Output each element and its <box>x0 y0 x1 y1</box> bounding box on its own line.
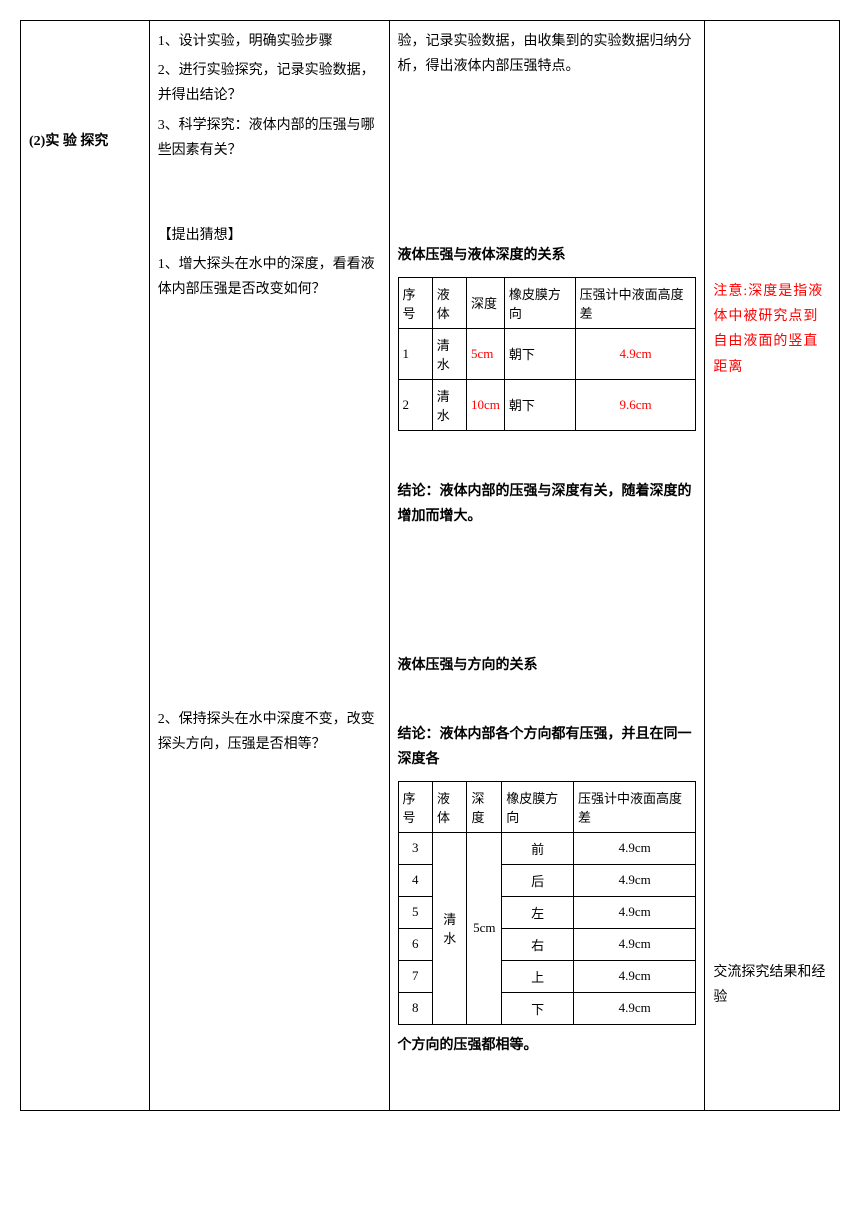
spacer <box>158 667 381 707</box>
th-no: 序号 <box>398 781 432 832</box>
col1-cell: (2)实 验 探究 <box>21 21 150 1111</box>
cell-depth: 5cm <box>466 328 504 379</box>
cell-no: 6 <box>398 928 432 960</box>
hypothesis-label: 【提出猜想】 <box>158 223 381 248</box>
spacer <box>398 439 697 479</box>
spacer <box>158 307 381 427</box>
table-header-row: 序号 液体 深度 橡皮膜方向 压强计中液面高度差 <box>398 781 696 832</box>
spacer <box>398 1062 697 1102</box>
cell-depth: 10cm <box>466 379 504 430</box>
design-item-1: 1、设计实验，明确实验步骤 <box>158 29 381 54</box>
cell-no: 8 <box>398 992 432 1024</box>
relation-title-2: 液体压强与方向的关系 <box>398 653 697 678</box>
cell-no: 5 <box>398 896 432 928</box>
intro-text: 验，记录实验数据，由收集到的实验数据归纳分析，得出液体内部压强特点。 <box>398 29 697 79</box>
table-row: 1 清水 5cm 朝下 4.9cm <box>398 328 696 379</box>
cell-diff: 4.9cm <box>574 992 696 1024</box>
depth-note: 注意:深度是指液体中被研究点到自由液面的竖直距离 <box>713 279 831 380</box>
th-direction: 橡皮膜方向 <box>502 781 574 832</box>
th-liquid: 液体 <box>432 781 466 832</box>
cell-dir: 后 <box>502 864 574 896</box>
th-diff: 压强计中液面高度差 <box>575 277 696 328</box>
cell-liquid: 清水 <box>432 379 466 430</box>
cell-dir: 朝下 <box>504 328 575 379</box>
cell-no: 7 <box>398 960 432 992</box>
cell-dir: 上 <box>502 960 574 992</box>
cell-no: 4 <box>398 864 432 896</box>
cell-no: 2 <box>398 379 432 430</box>
cell-dir: 左 <box>502 896 574 928</box>
spacer <box>398 682 697 722</box>
cell-diff: 4.9cm <box>574 832 696 864</box>
cell-diff: 4.9cm <box>574 960 696 992</box>
lesson-plan-table: (2)实 验 探究 1、设计实验，明确实验步骤 2、进行实验探究，记录实验数据，… <box>20 20 840 1111</box>
cell-diff: 4.9cm <box>574 896 696 928</box>
cell-dir: 下 <box>502 992 574 1024</box>
conclusion-2-pre: 结论：液体内部各个方向都有压强，并且在同一深度各 <box>398 722 697 772</box>
th-depth: 深度 <box>466 277 504 328</box>
design-item-3: 3、科学探究：液体内部的压强与哪些因素有关？ <box>158 113 381 163</box>
hypothesis-1: 1、增大探头在水中的深度，看看液体内部压强是否改变如何？ <box>158 252 381 302</box>
th-direction: 橡皮膜方向 <box>504 277 575 328</box>
cell-diff: 4.9cm <box>574 864 696 896</box>
cell-diff: 4.9cm <box>574 928 696 960</box>
section-label: (2)实 验 探究 <box>29 129 141 154</box>
cell-liquid: 清水 <box>432 832 466 1024</box>
table-row: 3 清水 5cm 前 4.9cm <box>398 832 696 864</box>
cell-dir: 朝下 <box>504 379 575 430</box>
spacer <box>398 203 697 243</box>
relation-title-1: 液体压强与液体深度的关系 <box>398 243 697 268</box>
cell-diff: 4.9cm <box>575 328 696 379</box>
spacer <box>158 427 381 547</box>
direction-table: 序号 液体 深度 橡皮膜方向 压强计中液面高度差 3 清水 5cm 前 4.9c… <box>398 781 697 1025</box>
th-depth: 深度 <box>467 781 502 832</box>
conclusion-2-post: 个方向的压强都相等。 <box>398 1033 697 1058</box>
th-no: 序号 <box>398 277 432 328</box>
th-diff: 压强计中液面高度差 <box>574 781 696 832</box>
cell-liquid: 清水 <box>432 328 466 379</box>
spacer <box>398 533 697 653</box>
cell-no: 1 <box>398 328 432 379</box>
cell-depth: 5cm <box>467 832 502 1024</box>
table-header-row: 序号 液体 深度 橡皮膜方向 压强计中液面高度差 <box>398 277 696 328</box>
design-item-2: 2、进行实验探究，记录实验数据，并得出结论？ <box>158 58 381 108</box>
spacer <box>398 83 697 203</box>
col3-cell: 验，记录实验数据，由收集到的实验数据归纳分析，得出液体内部压强特点。 液体压强与… <box>389 21 705 1111</box>
table-row: 2 清水 10cm 朝下 9.6cm <box>398 379 696 430</box>
cell-diff: 9.6cm <box>575 379 696 430</box>
cell-dir: 前 <box>502 832 574 864</box>
main-row: (2)实 验 探究 1、设计实验，明确实验步骤 2、进行实验探究，记录实验数据，… <box>21 21 840 1111</box>
exchange-note: 交流探究结果和经验 <box>713 960 831 1010</box>
hypothesis-2: 2、保持探头在水中深度不变，改变探头方向，压强是否相等？ <box>158 707 381 757</box>
depth-table: 序号 液体 深度 橡皮膜方向 压强计中液面高度差 1 清水 5cm 朝下 4.9… <box>398 277 697 431</box>
col4-cell: 注意:深度是指液体中被研究点到自由液面的竖直距离 交流探究结果和经验 <box>705 21 840 1111</box>
col2-cell: 1、设计实验，明确实验步骤 2、进行实验探究，记录实验数据，并得出结论？ 3、科… <box>149 21 389 1111</box>
spacer <box>158 547 381 667</box>
th-liquid: 液体 <box>432 277 466 328</box>
cell-dir: 右 <box>502 928 574 960</box>
conclusion-1: 结论：液体内部的压强与深度有关，随着深度的增加而增大。 <box>398 479 697 529</box>
cell-no: 3 <box>398 832 432 864</box>
